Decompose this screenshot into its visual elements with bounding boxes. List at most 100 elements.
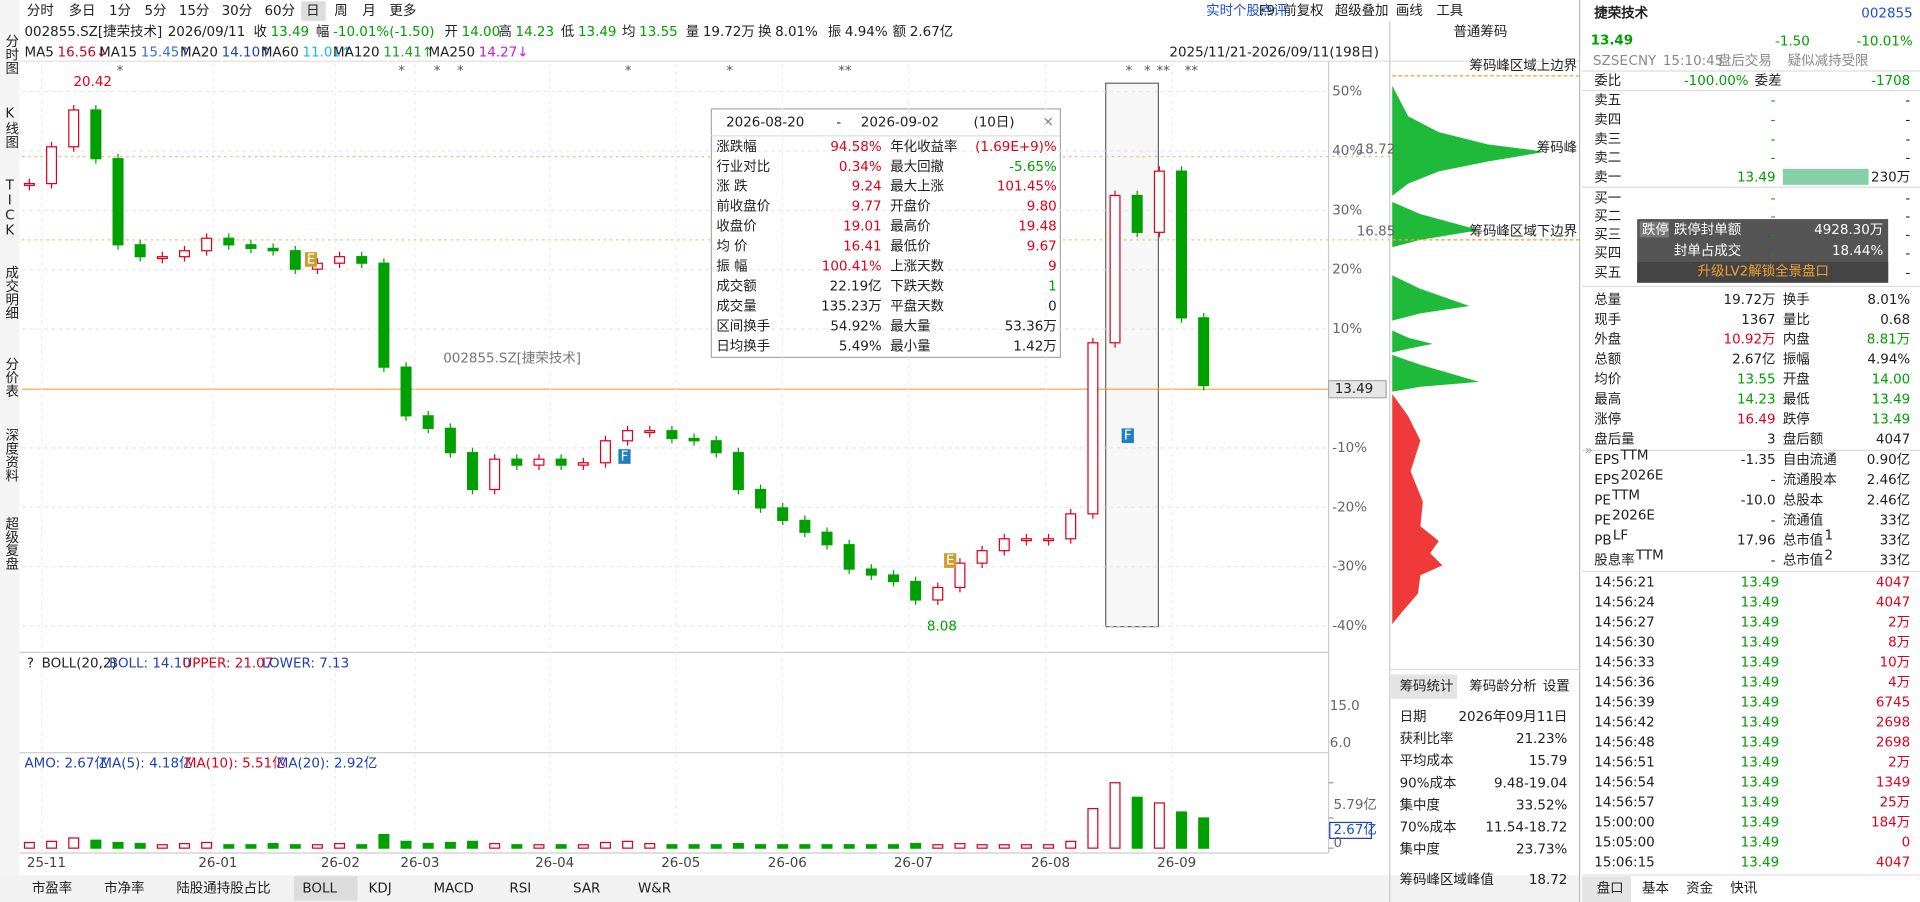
- meta: SZSE: [1593, 54, 1628, 69]
- period-tab[interactable]: 多日: [69, 2, 96, 19]
- side-nav-item[interactable]: 深度资料: [2, 428, 19, 482]
- amo-box: [1329, 821, 1373, 839]
- period-tab[interactable]: 1分: [109, 3, 131, 19]
- tool-button[interactable]: F9: [1259, 4, 1275, 19]
- tool-button[interactable]: 工具: [1436, 4, 1463, 19]
- stat-value: 53.36万: [1005, 319, 1057, 334]
- panel-tab[interactable]: 盘口: [1597, 880, 1624, 897]
- chip-tab[interactable]: 设置: [1543, 679, 1570, 695]
- stat-label: 总量: [1594, 292, 1621, 308]
- indicator-value: AMO: 2.67亿: [24, 756, 107, 772]
- tick-volume: 6745: [1876, 696, 1910, 711]
- side-nav-item[interactable]: TICK: [2, 179, 17, 239]
- tick-volume: 1349: [1876, 776, 1910, 791]
- limit-tag-bg: [1639, 221, 1669, 238]
- indicator-value: MA(20): 2.92亿: [277, 756, 378, 772]
- period-tab[interactable]: 60分: [264, 3, 295, 19]
- volume-bar: [555, 844, 567, 849]
- field-label: 收: [253, 24, 266, 40]
- volume-bar: [134, 843, 146, 849]
- candle: [1176, 170, 1188, 319]
- signal-box[interactable]: [618, 449, 631, 464]
- stat-value: 101.45%: [997, 180, 1057, 195]
- side-nav-item[interactable]: K线图: [2, 106, 19, 148]
- range-end[interactable]: 2026-09-02: [861, 115, 939, 130]
- fund-value: -: [1771, 513, 1776, 528]
- signal-box[interactable]: [304, 252, 318, 267]
- candle: [223, 237, 235, 246]
- tick-price: 13.49: [1741, 836, 1780, 851]
- fund-value: 17.96: [1737, 533, 1776, 548]
- indicator-tab[interactable]: 陆股通持股占比: [176, 881, 270, 897]
- field-value: 4.94%: [845, 25, 888, 40]
- tick-price: 13.49: [1741, 856, 1780, 871]
- candle: [777, 507, 789, 521]
- y-tick-label: 50%: [1332, 85, 1362, 100]
- stat-label: 区间换手: [716, 318, 770, 334]
- stat-label: 最小量: [890, 338, 930, 354]
- indicator-tab[interactable]: RSI: [509, 882, 531, 897]
- order-level: 买二: [1594, 209, 1621, 225]
- panel-tab[interactable]: 基本: [1642, 880, 1669, 897]
- side-nav-item[interactable]: 超级复盘: [2, 516, 19, 570]
- stat-value: 9.80: [1027, 200, 1057, 215]
- side-nav-item[interactable]: 成交明细: [2, 265, 19, 319]
- indicator-tab[interactable]: SAR: [573, 882, 600, 897]
- tool-button[interactable]: 超级叠加: [1335, 3, 1389, 19]
- chip-tab[interactable]: 筹码龄分析: [1469, 678, 1536, 695]
- period-tab[interactable]: 日: [306, 4, 319, 19]
- signal-box[interactable]: [944, 553, 957, 568]
- side-nav-item[interactable]: 分时图: [2, 34, 19, 75]
- x-tick-label: 26-03: [400, 856, 439, 871]
- indicator-tab[interactable]: 市盈率: [32, 880, 72, 897]
- stat-value: 9.67: [1027, 240, 1057, 255]
- stat-value: 2.67亿: [1732, 352, 1775, 368]
- y-tick-label: -20%: [1332, 500, 1367, 515]
- upgrade-bg[interactable]: [1637, 261, 1889, 283]
- side-nav-item[interactable]: 分价表: [2, 357, 19, 398]
- volume-bar: [23, 841, 35, 849]
- period-tab[interactable]: 更多: [389, 2, 416, 19]
- candle: [622, 430, 634, 442]
- chip-peak: [1392, 275, 1470, 321]
- volume-bar: [799, 844, 811, 849]
- panel-tab[interactable]: 快讯: [1730, 881, 1757, 897]
- fund-value: -1.35: [1741, 453, 1776, 468]
- order-price: -: [1771, 93, 1776, 108]
- indicator-tab[interactable]: W&R: [638, 882, 671, 897]
- y-tick-label: 2.67亿: [1333, 822, 1376, 838]
- close-icon[interactable]: ✕: [1043, 115, 1054, 130]
- expand-icon[interactable]: »: [1584, 443, 1592, 458]
- indicator-tab[interactable]: 市净率: [104, 880, 144, 897]
- stat-label: 最大上涨: [890, 179, 944, 195]
- stat-label: 行业对比: [716, 159, 770, 175]
- signal-box[interactable]: [1121, 428, 1134, 444]
- indicator-value: UPPER: 21.07: [182, 656, 273, 671]
- indicator-tab[interactable]: BOLL: [302, 882, 337, 897]
- period-tab[interactable]: 30分: [222, 3, 253, 19]
- tick-volume: 2698: [1876, 736, 1910, 751]
- selection-box[interactable]: [1105, 82, 1159, 628]
- indicator-tab[interactable]: MACD: [433, 882, 473, 897]
- upgrade-link[interactable]: 升级LV2解锁全景盘口: [1698, 263, 1829, 280]
- volume-bar: [843, 844, 855, 849]
- date-range[interactable]: 2025/11/21-2026/09/11(198日): [1169, 46, 1379, 61]
- candle: [90, 109, 102, 160]
- range-start[interactable]: 2026-08-20: [726, 115, 804, 130]
- panel-tab[interactable]: 资金: [1686, 881, 1713, 897]
- field-value: 19.72万: [703, 25, 755, 40]
- stat-label: 涨 跌: [716, 179, 748, 195]
- chip-tab[interactable]: 筹码统计: [1400, 678, 1454, 695]
- tool-button[interactable]: 画线: [1396, 3, 1423, 19]
- tool-button[interactable]: 实时个股点评: [1206, 3, 1287, 19]
- tool-button[interactable]: 前复权: [1283, 2, 1324, 19]
- period-tab[interactable]: 15分: [179, 3, 210, 19]
- period-tab[interactable]: 月: [362, 4, 375, 19]
- period-tab[interactable]: 5分: [144, 3, 166, 19]
- stat-label: 最大量: [890, 318, 930, 334]
- chip-stat-label: 集中度: [1400, 797, 1440, 813]
- ma-value: 15.45↑: [141, 46, 191, 61]
- indicator-tab[interactable]: KDJ: [369, 882, 392, 897]
- period-tab[interactable]: 周: [334, 4, 347, 19]
- period-tab[interactable]: 分时: [27, 3, 54, 19]
